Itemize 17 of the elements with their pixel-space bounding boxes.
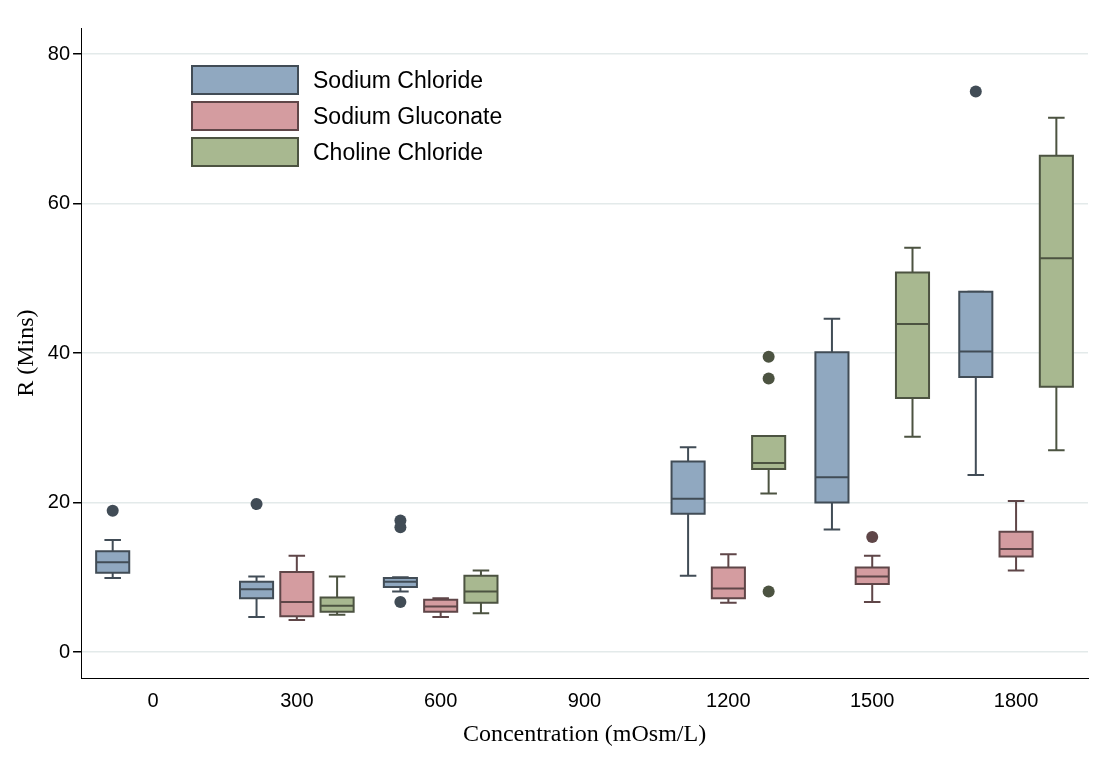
y-tick-label: 60 xyxy=(47,191,71,214)
x-axis-title: Concentration (mOsm/L) xyxy=(462,719,707,746)
x-tick-label: 1200 xyxy=(706,688,751,711)
x-tick-label: 1500 xyxy=(849,688,895,711)
legend-label: Choline Chloride xyxy=(313,138,484,166)
x-tick-label: 0 xyxy=(147,688,159,711)
x-tick-label: 900 xyxy=(567,688,602,711)
y-axis-title: R (Mins) xyxy=(11,309,38,397)
legend-label: Sodium Gluconate xyxy=(313,102,503,130)
y-tick-label: 0 xyxy=(58,639,71,662)
y-tick-label: 20 xyxy=(47,490,71,513)
y-tick-label: 80 xyxy=(47,41,71,64)
x-tick-label: 300 xyxy=(280,688,314,711)
legend-label: Sodium Chloride xyxy=(313,66,484,94)
x-tick-label: 1800 xyxy=(993,688,1039,711)
x-tick-label: 600 xyxy=(423,688,458,711)
y-tick-label: 40 xyxy=(47,340,71,363)
